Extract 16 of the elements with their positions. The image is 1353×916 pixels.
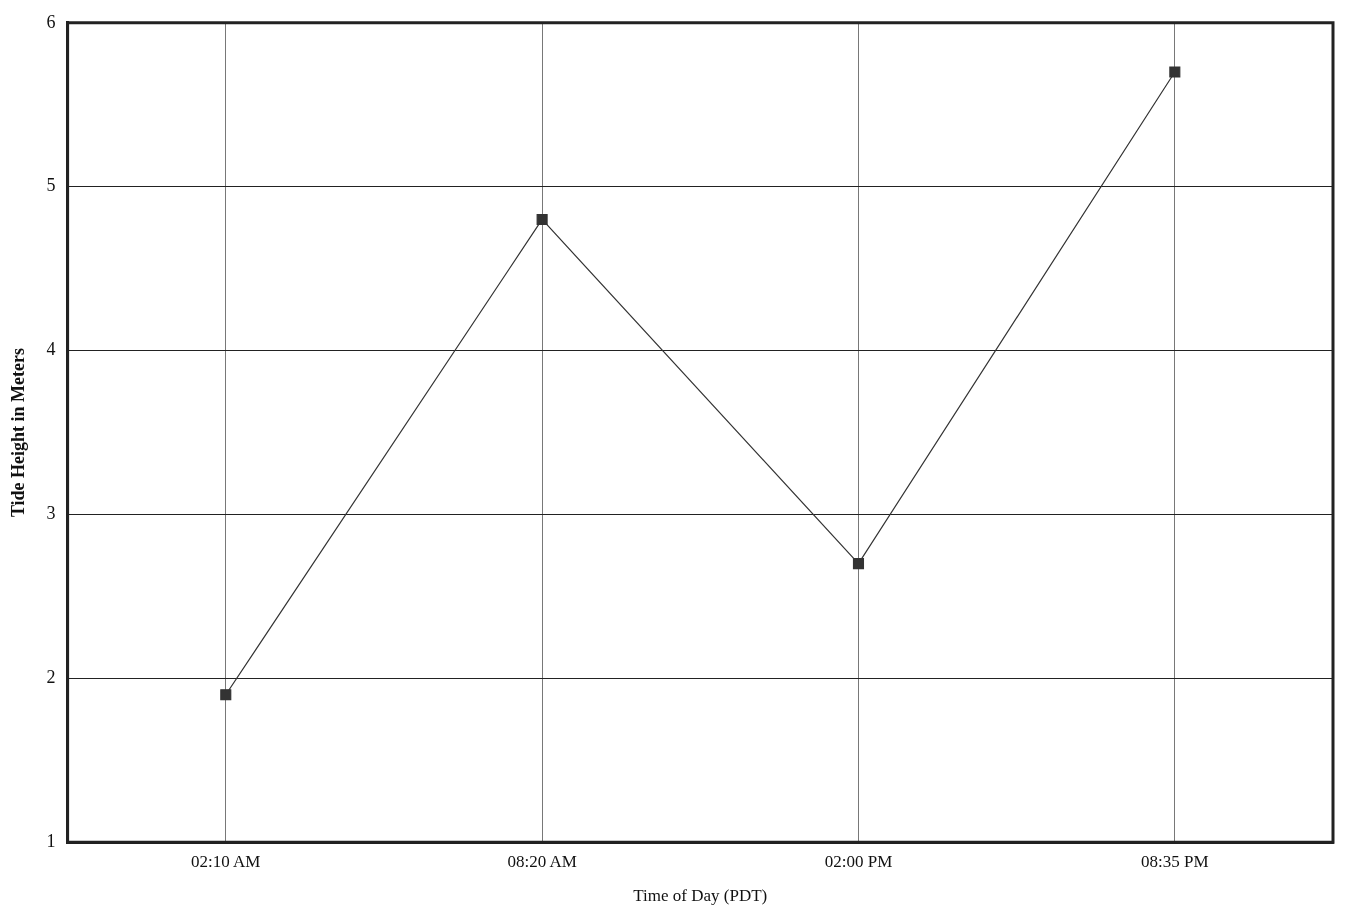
y-tick-label: 1 xyxy=(46,830,56,851)
x-tick-label: 02:00 PM xyxy=(824,851,893,871)
x-tick-label: 02:10 AM xyxy=(191,851,261,871)
y-tick-label: 3 xyxy=(46,503,56,524)
point xyxy=(536,213,548,226)
point xyxy=(852,558,865,570)
point xyxy=(220,689,232,701)
y-tick-label: 5 xyxy=(46,175,56,196)
y-axis-title: Tide Height in Meters xyxy=(8,347,29,518)
point xyxy=(1169,66,1181,78)
x-tick-label: 08:35 PM xyxy=(1141,851,1209,871)
x-tick-label: 08:20 AM xyxy=(507,851,577,871)
y-tick-label: 4 xyxy=(46,339,56,360)
y-tick-label: 2 xyxy=(46,667,56,688)
x-axis-title: Time of Day (PDT) xyxy=(633,886,768,906)
y-tick-label: 6 xyxy=(46,11,56,32)
